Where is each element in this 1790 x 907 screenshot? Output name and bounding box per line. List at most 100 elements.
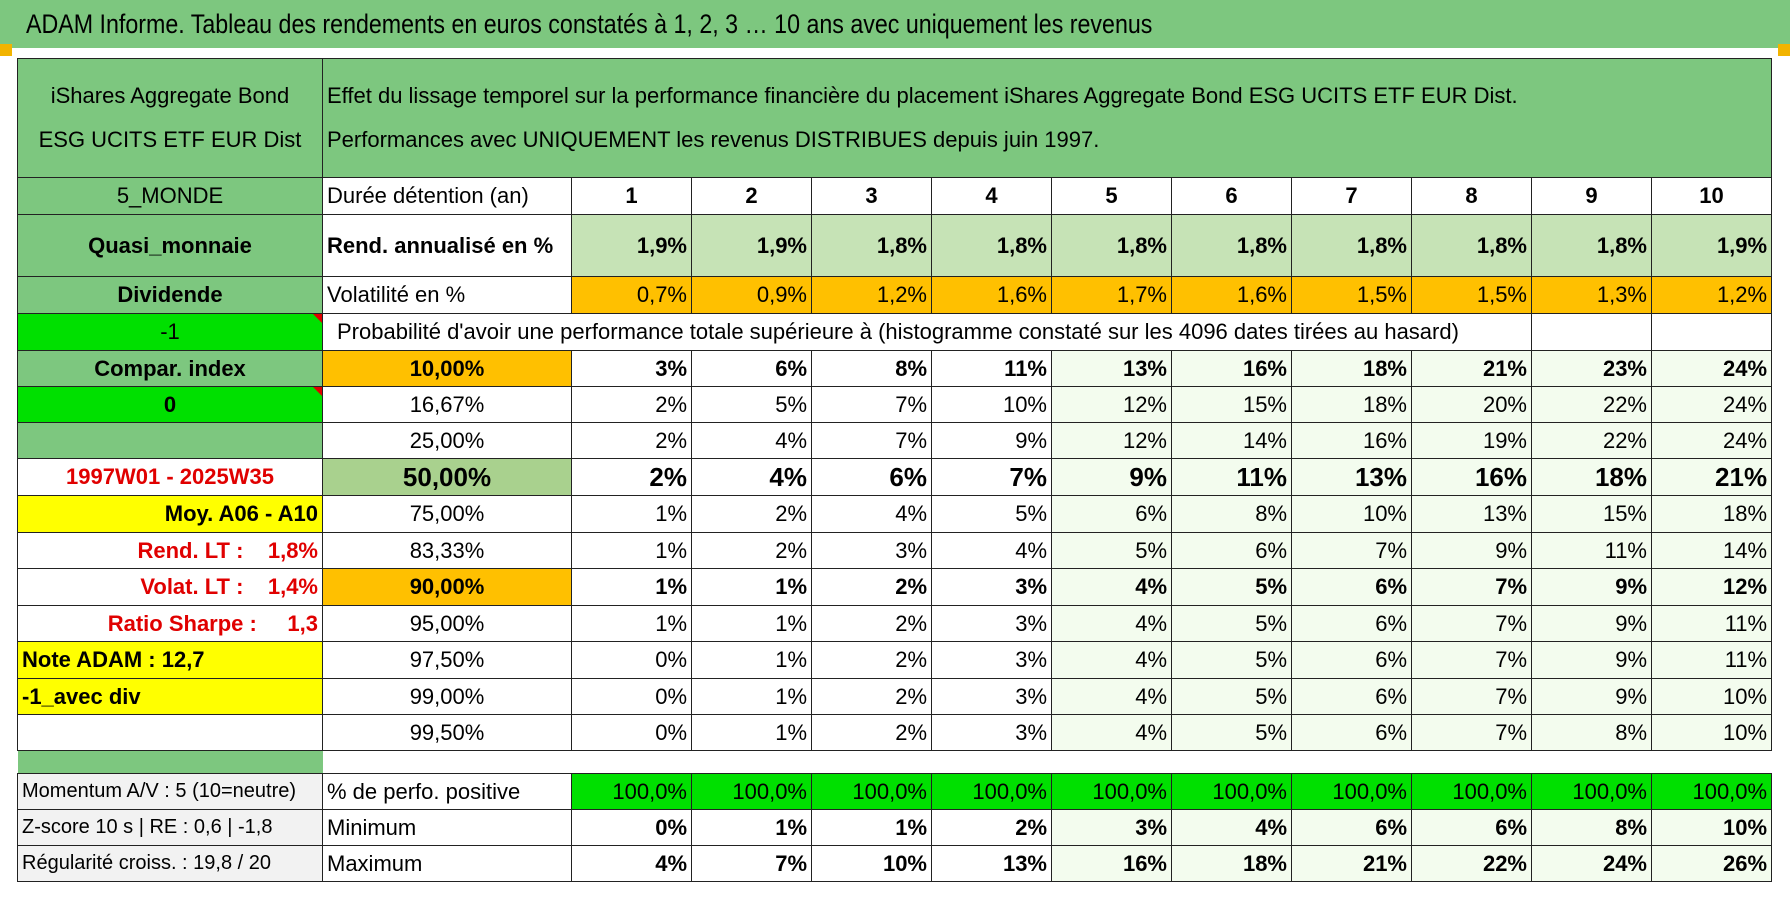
corner-marker — [1778, 44, 1790, 56]
blank-green-cell — [17, 422, 323, 459]
prob-cell: 6% — [1291, 605, 1412, 642]
zone-label: 5_MONDE — [17, 177, 323, 215]
volatilite-cell: 0,9% — [691, 276, 812, 314]
prob-cell: 2% — [811, 641, 932, 679]
rendement-cell: 1,8% — [811, 214, 932, 277]
fund-name-line2: ESG UCITS ETF EUR Dist — [38, 127, 302, 152]
prob-cell: 3% — [931, 605, 1052, 642]
prob-threshold: 99,00% — [322, 678, 572, 715]
prob-cell: 16% — [1291, 422, 1412, 459]
positive-cell: 100,0% — [1291, 773, 1412, 810]
flag-cell-1[interactable]: -1 — [17, 313, 323, 351]
volat-lt-label: Volat. LT : 1,4% — [17, 568, 323, 606]
rendement-cell: 1,8% — [1411, 214, 1532, 277]
prob-cell: 6% — [1291, 641, 1412, 679]
prob-cell: 2% — [691, 532, 812, 569]
prob-cell: 12% — [1650, 568, 1773, 606]
prob-threshold: 75,00% — [322, 495, 572, 533]
prob-cell: 23% — [1531, 350, 1652, 387]
maximum-cell: 24% — [1531, 845, 1652, 882]
positive-label: % de perfo. positive — [322, 773, 572, 810]
prob-cell: 12% — [1051, 386, 1172, 423]
prob-cell: 8% — [1531, 714, 1652, 751]
prob-cell: 13% — [1051, 350, 1172, 387]
prob-cell: 6% — [1171, 532, 1292, 569]
prob-cell: 6% — [691, 350, 812, 387]
prob-cell: 3% — [931, 678, 1052, 715]
positive-cell: 100,0% — [811, 773, 932, 810]
moyenne-label: Moy. A06 - A10 — [17, 495, 323, 533]
category-label: Quasi_monnaie — [17, 214, 323, 277]
prob-cell: 7% — [1411, 641, 1532, 679]
prob-cell: 8% — [1171, 495, 1292, 533]
prob-cell: 18% — [1291, 350, 1412, 387]
year-header: 3 — [811, 177, 932, 215]
prob-cell: 24% — [1650, 422, 1773, 459]
prob-cell: 2% — [691, 495, 812, 533]
prob-cell: 9% — [1531, 605, 1652, 642]
year-header: 8 — [1411, 177, 1532, 215]
note-adam-label: Note ADAM : 12,7 — [17, 641, 323, 679]
prob-cell: 10% — [1650, 714, 1773, 751]
rendement-cell: 1,8% — [931, 214, 1052, 277]
prob-cell: 12% — [1051, 422, 1172, 459]
flag-cell-2[interactable]: 0 — [17, 386, 323, 423]
prob-cell: 19% — [1411, 422, 1532, 459]
rendement-cell: 1,9% — [571, 214, 692, 277]
prob-cell: 15% — [1531, 495, 1652, 533]
prob-cell: 0% — [571, 714, 692, 751]
prob-cell: 9% — [1051, 458, 1172, 496]
prob-cell: 5% — [1171, 714, 1292, 751]
prob-threshold: 83,33% — [322, 532, 572, 569]
prob-cell: 9% — [1531, 678, 1652, 715]
prob-cell: 7% — [1411, 568, 1532, 606]
rend-lt-label: Rend. LT : 1,8% — [17, 532, 323, 569]
prob-cell: 1% — [571, 568, 692, 606]
rendement-cell: 1,8% — [1051, 214, 1172, 277]
prob-cell: 1% — [691, 714, 812, 751]
prob-cell: 3% — [931, 641, 1052, 679]
maximum-cell: 10% — [811, 845, 932, 882]
prob-cell: 7% — [1291, 532, 1412, 569]
prob-cell: 4% — [1051, 568, 1172, 606]
prob-cell: 0% — [571, 678, 692, 715]
fund-name-line1: iShares Aggregate Bond — [50, 83, 290, 108]
maximum-cell: 13% — [931, 845, 1052, 882]
report-title-bar: ADAM Informe. Tableau des rendements en … — [0, 0, 1790, 48]
rendement-cell: 1,8% — [1531, 214, 1652, 277]
prob-cell: 2% — [571, 386, 692, 423]
prob-cell: 7% — [1411, 605, 1532, 642]
year-header: 10 — [1650, 177, 1773, 215]
prob-cell: 21% — [1411, 350, 1532, 387]
prob-cell: 6% — [1291, 568, 1412, 606]
prob-cell: 16% — [1411, 458, 1532, 496]
prob-cell: 7% — [811, 386, 932, 423]
compar-index-label: Compar. index — [17, 350, 323, 387]
prob-cell: 18% — [1650, 495, 1773, 533]
minimum-cell: 8% — [1531, 809, 1652, 846]
volatilite-cell: 1,3% — [1531, 276, 1652, 314]
positive-cell: 100,0% — [691, 773, 812, 810]
prob-cell: 22% — [1531, 386, 1652, 423]
prob-cell: 24% — [1650, 350, 1773, 387]
prob-cell: 3% — [571, 350, 692, 387]
prob-cell: 11% — [1171, 458, 1292, 496]
rendement-cell: 1,9% — [1650, 214, 1773, 277]
maximum-cell: 16% — [1051, 845, 1172, 882]
volatilite-cell: 1,7% — [1051, 276, 1172, 314]
description-line1: Effet du lissage temporel sur la perform… — [327, 83, 1518, 108]
prob-cell: 3% — [931, 714, 1052, 751]
year-header: 4 — [931, 177, 1052, 215]
prob-cell: 22% — [1531, 422, 1652, 459]
positive-cell: 100,0% — [1531, 773, 1652, 810]
volatilite-cell: 1,2% — [1650, 276, 1773, 314]
positive-cell: 100,0% — [1411, 773, 1532, 810]
prob-cell: 11% — [1531, 532, 1652, 569]
prob-cell: 5% — [1171, 641, 1292, 679]
prob-cell: 9% — [931, 422, 1052, 459]
volatilite-cell: 1,6% — [931, 276, 1052, 314]
maximum-cell: 18% — [1171, 845, 1292, 882]
prob-cell: 11% — [931, 350, 1052, 387]
variant-label: -1_avec div — [17, 678, 323, 715]
prob-cell: 14% — [1171, 422, 1292, 459]
